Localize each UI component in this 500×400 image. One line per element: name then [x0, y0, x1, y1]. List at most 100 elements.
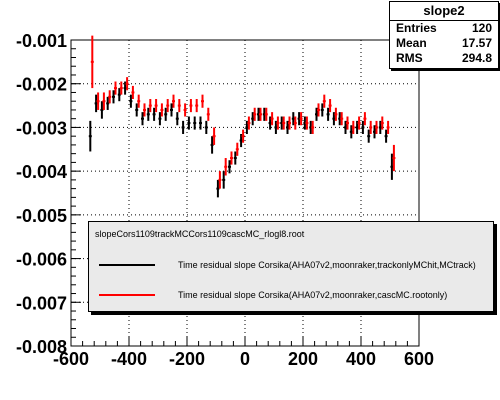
- stats-box: slope2 Entries 120 Mean 17.57 RMS 294.8: [389, 1, 499, 69]
- data-point: [146, 113, 150, 116]
- data-point: [291, 117, 295, 120]
- data-point: [228, 165, 231, 168]
- data-point: [361, 126, 365, 129]
- data-point: [317, 108, 320, 111]
- stats-label: Mean: [396, 36, 427, 50]
- data-point: [212, 135, 216, 138]
- data-point: [349, 130, 353, 133]
- data-point: [241, 135, 245, 138]
- data-point: [276, 122, 280, 125]
- data-point: [96, 100, 100, 103]
- data-point: [233, 157, 237, 160]
- axis-ticks: -600 -400 -200 0 200 400 600 -0.008 -0.007 -0.006…: [16, 31, 434, 369]
- legend-header: slopeCors1109trackMCCors1109cascMC_rlogl…: [95, 229, 305, 239]
- data-point: [131, 91, 135, 94]
- data-point: [224, 165, 228, 168]
- data-point: [135, 108, 139, 111]
- x-tick-label: -400: [111, 349, 147, 369]
- data-point: [378, 126, 382, 129]
- stats-title: slope2: [390, 2, 498, 21]
- data-point: [245, 126, 249, 129]
- legend-entry-red: Time residual slope Corsika(AHA07v2,moon…: [99, 288, 447, 302]
- y-tick-label: -0.005: [16, 206, 67, 226]
- data-point: [309, 126, 313, 129]
- data-point: [108, 95, 112, 98]
- data-point: [94, 102, 98, 105]
- data-point: [311, 126, 315, 129]
- data-point: [293, 122, 297, 125]
- data-point: [282, 122, 286, 125]
- data-point: [201, 100, 204, 103]
- y-tick-label: -0.006: [16, 250, 67, 270]
- data-point: [297, 117, 301, 120]
- data-point: [332, 117, 336, 120]
- data-point: [187, 122, 191, 125]
- data-point: [251, 117, 255, 120]
- data-point: [334, 113, 338, 116]
- data-marks: [88, 35, 396, 198]
- stats-value: 17.57: [461, 36, 492, 50]
- stats-row-entries: Entries 120: [390, 21, 498, 36]
- y-tick-label: -0.004: [16, 162, 67, 182]
- y-tick-label: -0.003: [16, 118, 67, 138]
- data-point: [230, 157, 233, 160]
- series-1: [90, 35, 396, 189]
- data-point: [199, 122, 202, 125]
- data-point: [262, 113, 266, 116]
- data-point: [102, 100, 106, 103]
- data-point: [274, 126, 278, 129]
- data-point: [210, 143, 214, 146]
- data-point: [386, 126, 390, 129]
- data-point: [328, 104, 332, 107]
- data-point: [114, 87, 117, 90]
- stats-label: RMS: [396, 51, 423, 65]
- data-point: [363, 117, 367, 120]
- data-point: [141, 117, 144, 120]
- data-point: [160, 108, 164, 111]
- data-point: [129, 100, 133, 103]
- data-point: [270, 117, 274, 120]
- data-point: [222, 178, 226, 181]
- stats-row-rms: RMS 294.8: [390, 51, 498, 66]
- data-point: [326, 113, 330, 116]
- data-point: [204, 126, 208, 129]
- data-point: [351, 126, 355, 129]
- data-point: [193, 122, 197, 125]
- data-point: [280, 122, 284, 125]
- grid-lines: [70, 39, 420, 347]
- data-point: [239, 139, 243, 142]
- data-point: [303, 122, 307, 125]
- data-point: [286, 126, 289, 129]
- data-point: [206, 113, 210, 116]
- data-point: [100, 108, 104, 111]
- data-point: [181, 126, 185, 129]
- data-point: [148, 104, 152, 107]
- data-point: [175, 117, 179, 120]
- data-point: [158, 117, 162, 120]
- x-tick-label: -600: [53, 349, 89, 369]
- data-point: [384, 135, 388, 138]
- data-point: [340, 117, 344, 120]
- data-point: [253, 113, 257, 116]
- data-point: [390, 165, 394, 168]
- data-point: [106, 102, 110, 105]
- legend: slopeCors1109trackMCCors1109cascMC_rlogl…: [88, 221, 494, 312]
- data-point: [315, 113, 318, 116]
- stats-value: 294.8: [461, 51, 492, 65]
- data-point: [322, 100, 326, 103]
- data-point: [305, 122, 309, 125]
- data-point: [357, 122, 361, 125]
- data-point: [268, 122, 272, 125]
- y-tick-label: -0.007: [16, 293, 67, 313]
- data-point: [344, 126, 347, 129]
- x-tick-label: 400: [346, 349, 376, 369]
- stats-label: Entries: [396, 21, 437, 35]
- data-point: [90, 60, 94, 63]
- data-point: [299, 117, 303, 120]
- data-point: [392, 157, 396, 160]
- data-point: [143, 108, 146, 111]
- data-point: [183, 108, 187, 111]
- data-point: [152, 113, 156, 116]
- y-tick-label: -0.001: [16, 31, 67, 51]
- data-point: [172, 100, 175, 103]
